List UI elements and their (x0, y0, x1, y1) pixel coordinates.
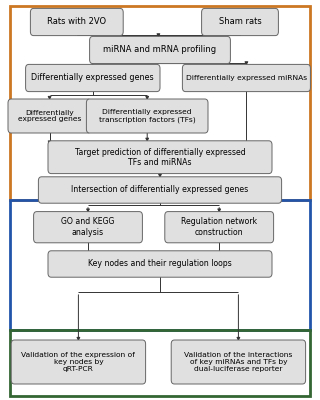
FancyBboxPatch shape (30, 8, 123, 36)
FancyBboxPatch shape (86, 99, 208, 133)
FancyBboxPatch shape (202, 8, 278, 36)
Text: Sham rats: Sham rats (219, 18, 261, 26)
Bar (10, 200, 310, 330)
Text: Key nodes and their regulation loops: Key nodes and their regulation loops (88, 260, 232, 268)
Bar (10, 330, 310, 396)
FancyBboxPatch shape (48, 141, 272, 174)
FancyBboxPatch shape (26, 64, 160, 92)
FancyBboxPatch shape (34, 212, 142, 243)
Text: Intersection of differentially expressed genes: Intersection of differentially expressed… (71, 186, 249, 194)
Bar (10, 6, 310, 200)
Text: Differentially
expressed genes: Differentially expressed genes (18, 110, 81, 122)
FancyBboxPatch shape (165, 212, 274, 243)
Text: Regulation network
construction: Regulation network construction (181, 218, 257, 237)
FancyBboxPatch shape (11, 340, 146, 384)
Text: Validation of the expression of
key nodes by
qRT-PCR: Validation of the expression of key node… (21, 352, 135, 372)
FancyBboxPatch shape (90, 36, 230, 64)
Text: Target prediction of differentially expressed
TFs and miRNAs: Target prediction of differentially expr… (75, 148, 245, 167)
FancyBboxPatch shape (8, 99, 91, 133)
Text: Validation of the interactions
of key miRNAs and TFs by
dual-luciferase reporter: Validation of the interactions of key mi… (184, 352, 292, 372)
FancyBboxPatch shape (171, 340, 306, 384)
Text: Differentially expressed genes: Differentially expressed genes (31, 74, 154, 82)
Text: Differentially expressed
transcription factors (TFs): Differentially expressed transcription f… (99, 109, 196, 123)
Text: miRNA and mRNA profiling: miRNA and mRNA profiling (103, 46, 217, 54)
FancyBboxPatch shape (38, 177, 282, 203)
FancyBboxPatch shape (182, 64, 310, 92)
Text: Rats with 2VO: Rats with 2VO (47, 18, 106, 26)
Text: GO and KEGG
analysis: GO and KEGG analysis (61, 218, 115, 237)
Text: Differentially expressed miRNAs: Differentially expressed miRNAs (186, 75, 307, 81)
FancyBboxPatch shape (48, 251, 272, 277)
